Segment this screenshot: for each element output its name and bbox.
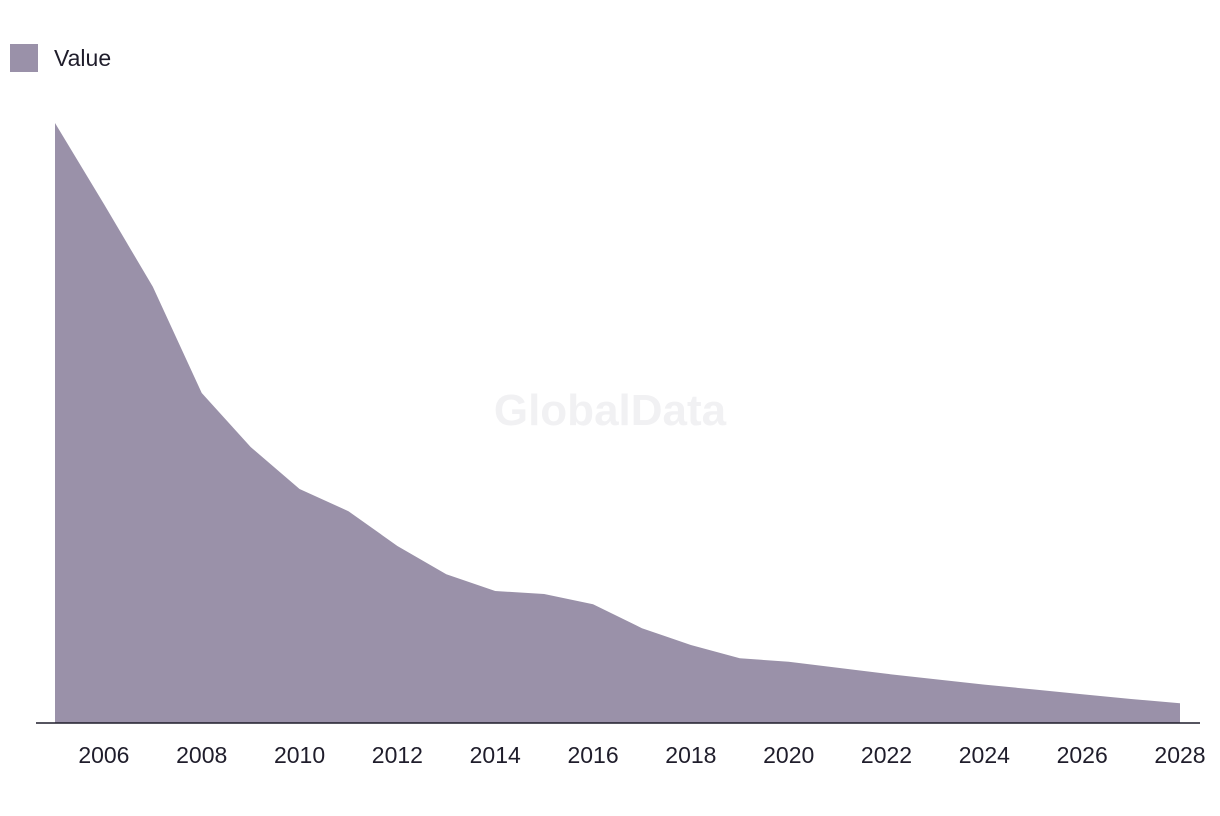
x-tick-label: 2016 <box>567 742 618 768</box>
legend-swatch <box>10 44 38 72</box>
x-tick-label: 2018 <box>665 742 716 768</box>
series-layer <box>55 123 1180 723</box>
x-tick-label: 2020 <box>763 742 814 768</box>
legend-label: Value <box>54 45 112 71</box>
x-tick-label: 2026 <box>1057 742 1108 768</box>
x-tick-label: 2008 <box>176 742 227 768</box>
x-tick-label: 2006 <box>78 742 129 768</box>
x-tick-label: 2010 <box>274 742 325 768</box>
watermark: GlobalData <box>494 386 727 435</box>
x-tick-labels: 2006 2008 2010 2012 2014 2016 2018 2020 2022 2024… <box>78 742 1205 768</box>
x-tick-label: 2024 <box>959 742 1010 768</box>
x-tick-label: 2022 <box>861 742 912 768</box>
series-area-value <box>55 123 1180 723</box>
x-tick-label: 2028 <box>1154 742 1205 768</box>
legend: Value <box>10 44 111 72</box>
x-tick-label: 2012 <box>372 742 423 768</box>
x-tick-label: 2014 <box>470 742 521 768</box>
